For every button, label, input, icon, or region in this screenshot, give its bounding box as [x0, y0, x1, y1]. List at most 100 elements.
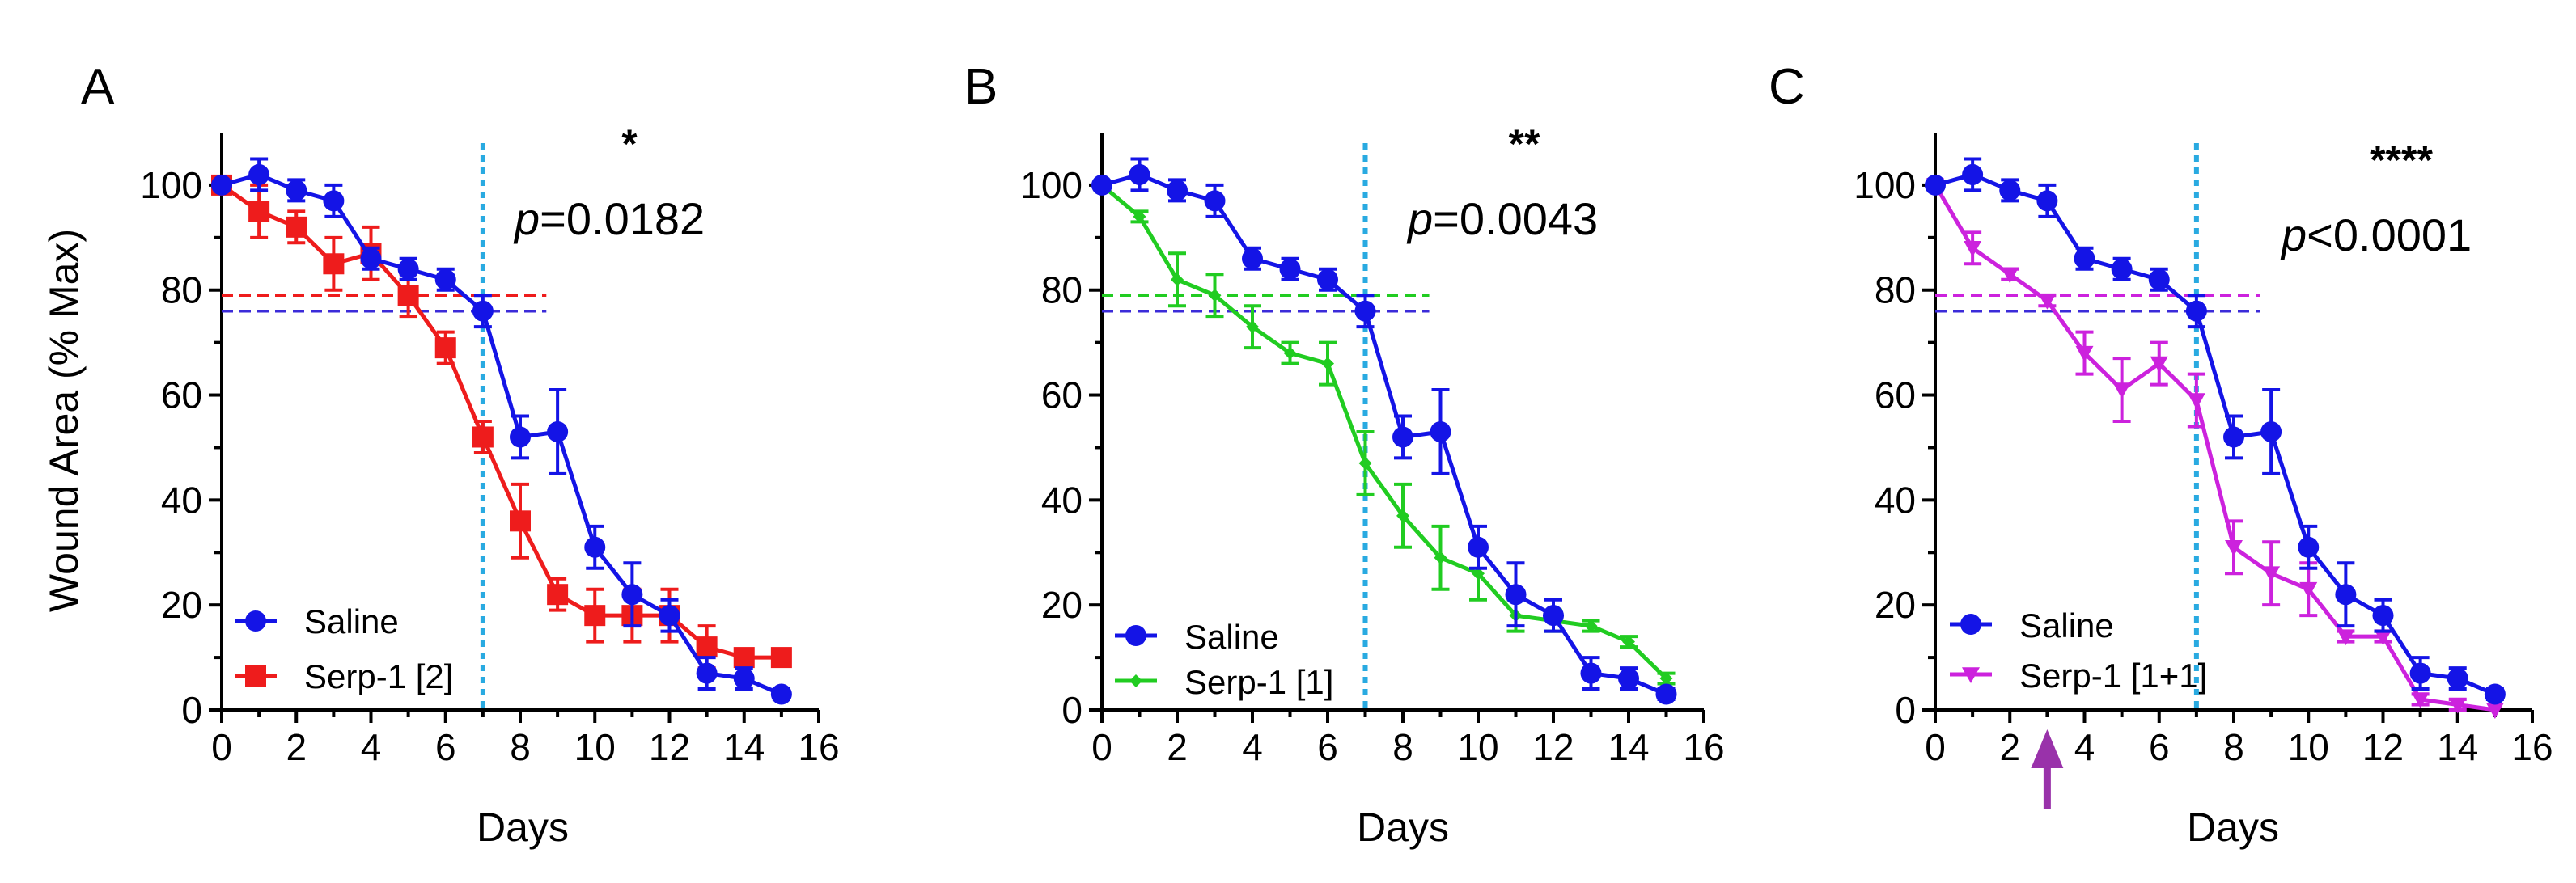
data-point: [696, 662, 718, 684]
data-point: [1246, 320, 1259, 334]
data-point: [1358, 456, 1372, 470]
data-point: [2298, 536, 2320, 558]
x-tick-label: 6: [435, 726, 456, 768]
data-point: [472, 300, 494, 322]
data-point: [1468, 536, 1489, 558]
data-point: [1208, 289, 1222, 302]
x-tick-label: 6: [2149, 726, 2170, 768]
data-point: [1317, 268, 1338, 290]
significance-stars: *: [621, 121, 638, 167]
significance-stars: ****: [2370, 137, 2433, 183]
y-tick-label: 100: [140, 164, 202, 206]
x-axis-title: Days: [2187, 805, 2279, 850]
panel-a: A Wound Area (% Max) Days * p=0.0182 Sal…: [41, 59, 840, 850]
data-point: [2075, 345, 2094, 362]
x-tick-label: 2: [1999, 726, 2020, 768]
x-axis-title: Days: [1357, 805, 1449, 850]
data-point: [510, 426, 531, 448]
x-tick-label: 12: [649, 726, 690, 768]
y-tick-label: 60: [1875, 374, 1916, 416]
x-tick-label: 16: [2511, 726, 2553, 768]
data-point: [1925, 174, 1946, 196]
data-point: [1655, 683, 1677, 705]
series-line: [1933, 184, 2496, 712]
y-tick-label: 100: [1854, 164, 1916, 206]
data-point: [2411, 692, 2430, 709]
x-tick-label: 4: [361, 726, 382, 768]
p-value-number: =0.0043: [1433, 193, 1598, 244]
p-value-number: =0.0182: [540, 193, 705, 244]
data-point: [397, 258, 419, 280]
x-tick-label: 0: [1925, 726, 1946, 768]
x-tick-label: 6: [1317, 726, 1338, 768]
data-point: [1430, 420, 1451, 442]
data-point: [2225, 539, 2243, 556]
series-line: [221, 172, 782, 696]
data-point: [1129, 163, 1150, 185]
data-point: [2335, 584, 2357, 606]
series-saline: [211, 157, 792, 705]
data-point: [1354, 300, 1376, 322]
data-point: [1396, 509, 1409, 522]
series-saline: [1925, 157, 2506, 705]
data-point: [584, 536, 606, 558]
data-point: [2111, 258, 2133, 280]
series-line: [220, 183, 782, 660]
data-point: [2038, 293, 2057, 310]
data-point: [472, 426, 494, 448]
data-point: [733, 647, 755, 669]
y-tick-label: 20: [161, 584, 202, 626]
data-point: [2262, 566, 2281, 583]
y-tick-label: 80: [1875, 269, 1916, 311]
data-point: [1659, 672, 1673, 686]
y-tick-label: 0: [181, 689, 202, 731]
series-line: [1934, 172, 2496, 696]
x-axis-title: Days: [477, 805, 569, 850]
p-value: p=0.0043: [1406, 193, 1598, 244]
panel-b: B Days ** p=0.0043 Saline Serp-1 [1] 0 2 4…: [964, 59, 1725, 850]
series-saline: [1091, 157, 1677, 705]
data-point: [696, 636, 718, 658]
y-tick-label: 20: [1041, 584, 1083, 626]
x-tick-label: 4: [1242, 726, 1263, 768]
treatment-arrow-head: [2031, 729, 2064, 768]
p-symbol: p: [2280, 209, 2307, 260]
data-point: [286, 216, 307, 238]
data-point: [1204, 190, 1226, 212]
x-tick-label: 14: [1608, 726, 1649, 768]
data-point: [770, 683, 792, 705]
data-point: [1091, 174, 1112, 196]
data-point: [1321, 357, 1334, 370]
data-point: [2374, 629, 2392, 646]
data-point: [547, 420, 569, 442]
x-tick-label: 10: [2288, 726, 2329, 768]
x-tick-label: 12: [2362, 726, 2404, 768]
x-tick-label: 10: [574, 726, 616, 768]
legend-marker: [245, 665, 266, 687]
legend-label-saline: Saline: [1184, 618, 1279, 656]
p-value-number: <0.0001: [2307, 209, 2472, 260]
x-tick-label: 0: [211, 726, 232, 768]
data-point: [1543, 605, 1564, 627]
data-point: [1962, 163, 1984, 185]
data-point: [323, 190, 345, 212]
data-point: [2150, 356, 2168, 373]
legend-marker: [1962, 667, 1980, 683]
panel-letter: A: [81, 59, 115, 115]
data-point: [2372, 605, 2394, 627]
data-point: [211, 174, 232, 196]
data-point: [1392, 426, 1413, 448]
data-point: [434, 337, 456, 359]
x-tick-label: 2: [1167, 726, 1188, 768]
legend-marker: [1125, 625, 1146, 646]
x-tick-label: 16: [1683, 726, 1724, 768]
data-point: [1283, 346, 1297, 360]
data-point: [2299, 581, 2318, 598]
x-tick-label: 4: [2074, 726, 2095, 768]
y-tick-label: 60: [1041, 374, 1083, 416]
data-point: [2337, 629, 2355, 646]
series-treatment: [1926, 178, 2504, 719]
series-line: [1100, 183, 1668, 680]
x-tick-label: 10: [1457, 726, 1498, 768]
data-point: [2148, 268, 2170, 290]
